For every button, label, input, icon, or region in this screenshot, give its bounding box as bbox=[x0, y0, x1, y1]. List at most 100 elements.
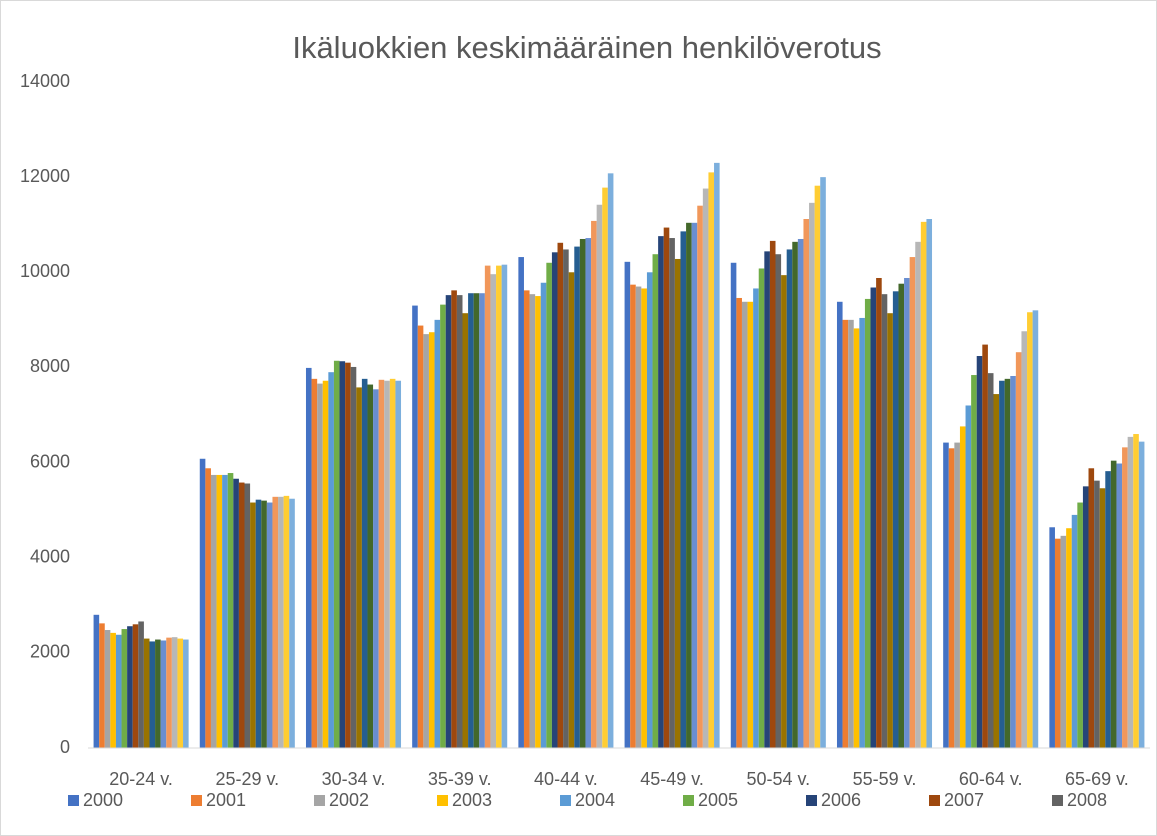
bar bbox=[820, 177, 826, 749]
legend-label: 2000 bbox=[83, 790, 123, 810]
bar bbox=[350, 366, 357, 748]
legend-label: 2003 bbox=[452, 790, 492, 810]
bar bbox=[876, 277, 882, 748]
bar bbox=[646, 272, 653, 748]
bar bbox=[110, 632, 116, 748]
bar bbox=[127, 626, 133, 748]
legend-label: 2008 bbox=[1067, 790, 1107, 810]
bar bbox=[115, 634, 122, 748]
bar bbox=[238, 482, 245, 748]
bar bbox=[658, 236, 664, 749]
bar bbox=[490, 274, 497, 748]
legend-swatch bbox=[68, 795, 79, 806]
bar bbox=[1138, 441, 1145, 748]
bar bbox=[982, 344, 988, 748]
bar bbox=[367, 384, 374, 748]
bar bbox=[1066, 528, 1072, 748]
bar bbox=[373, 389, 379, 748]
bar bbox=[244, 483, 251, 748]
bar bbox=[160, 640, 167, 748]
bar bbox=[529, 294, 536, 748]
y-tick-label: 6000 bbox=[30, 451, 70, 471]
x-tick-label: 35-39 v. bbox=[428, 769, 492, 789]
bar bbox=[915, 241, 921, 748]
legend-swatch bbox=[683, 795, 694, 806]
bar bbox=[769, 240, 776, 749]
bar bbox=[535, 296, 541, 748]
bar bbox=[1077, 502, 1083, 748]
y-tick-label: 14000 bbox=[20, 71, 70, 91]
bar bbox=[451, 290, 457, 748]
bar bbox=[317, 383, 323, 748]
bar bbox=[462, 313, 469, 748]
bar bbox=[328, 372, 334, 748]
bar bbox=[574, 246, 580, 748]
x-tick-label: 55-59 v. bbox=[853, 769, 917, 789]
bar bbox=[540, 282, 547, 748]
x-tick-label: 65-69 v. bbox=[1065, 769, 1129, 789]
bar bbox=[1015, 352, 1022, 748]
bar bbox=[222, 474, 228, 748]
bar bbox=[814, 185, 821, 749]
bar bbox=[809, 202, 815, 748]
bar bbox=[691, 222, 698, 749]
bar bbox=[311, 378, 318, 748]
bar bbox=[395, 380, 402, 748]
bar bbox=[892, 291, 899, 748]
legend-label: 2001 bbox=[206, 790, 246, 810]
bar bbox=[266, 502, 273, 748]
bar bbox=[417, 325, 424, 748]
bar bbox=[93, 614, 100, 748]
bar bbox=[976, 356, 983, 748]
bar bbox=[909, 257, 916, 748]
bar bbox=[708, 172, 715, 748]
bar bbox=[261, 500, 267, 748]
x-tick-label: 60-64 v. bbox=[959, 769, 1023, 789]
y-tick-label: 2000 bbox=[30, 642, 70, 662]
bar bbox=[272, 496, 279, 748]
x-tick-label: 45-49 v. bbox=[640, 769, 704, 789]
bar bbox=[496, 265, 502, 748]
bar bbox=[356, 387, 362, 748]
bar bbox=[104, 630, 111, 748]
legend-label: 2005 bbox=[698, 790, 738, 810]
bar bbox=[730, 262, 737, 748]
legend-swatch bbox=[437, 795, 448, 806]
bar bbox=[680, 231, 687, 749]
bar bbox=[585, 238, 592, 748]
legend-swatch bbox=[806, 795, 817, 806]
bar bbox=[630, 284, 636, 748]
bar bbox=[898, 283, 905, 748]
bar bbox=[624, 261, 631, 748]
y-tick-label: 12000 bbox=[20, 166, 70, 186]
bar bbox=[663, 227, 670, 748]
bar bbox=[993, 394, 1000, 748]
legend-label: 2006 bbox=[821, 790, 861, 810]
bar bbox=[741, 301, 748, 748]
bar bbox=[635, 286, 642, 748]
bar bbox=[920, 221, 927, 749]
bar bbox=[434, 319, 441, 748]
bar bbox=[121, 629, 128, 748]
bar bbox=[479, 293, 485, 748]
bar bbox=[781, 275, 787, 748]
legend-label: 2002 bbox=[329, 790, 369, 810]
x-tick-label: 20-24 v. bbox=[109, 769, 173, 789]
bar bbox=[753, 288, 759, 748]
bar bbox=[250, 502, 256, 748]
bar bbox=[999, 380, 1005, 748]
bar bbox=[596, 204, 603, 749]
bar bbox=[607, 173, 614, 748]
bar bbox=[948, 448, 955, 748]
bar bbox=[1133, 434, 1139, 748]
bar bbox=[428, 332, 435, 748]
bar bbox=[736, 297, 742, 748]
legend-swatch bbox=[929, 795, 940, 806]
bar bbox=[568, 272, 575, 748]
bar bbox=[546, 262, 552, 748]
bar bbox=[848, 319, 854, 748]
bar bbox=[602, 187, 608, 748]
bar bbox=[786, 249, 793, 749]
bar bbox=[836, 301, 843, 748]
bar bbox=[177, 638, 184, 748]
